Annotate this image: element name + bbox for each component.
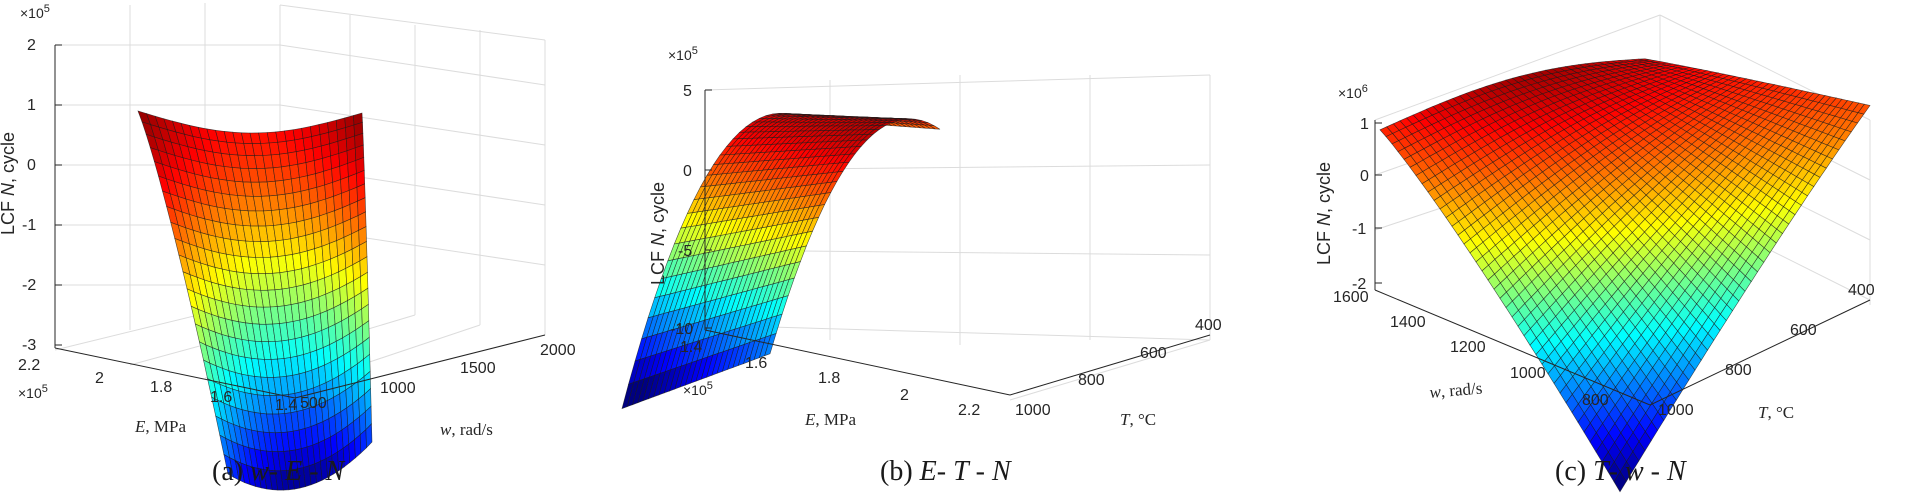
panel-c-zmultiplier: ×106: [1338, 83, 1368, 101]
panel-c: 1 0 -1 -2 ×106 LCF N, cycle 1600 1400 12…: [1314, 14, 1875, 493]
panel-c-axes: [1374, 120, 1871, 406]
panel-b-ztick-0: 0: [683, 163, 692, 180]
surface-cell: [317, 198, 328, 217]
surface-cell: [305, 160, 316, 177]
panel-b-ztick-m10: -10: [670, 321, 693, 338]
panel-a-xtick-2.2: 2.2: [18, 357, 40, 374]
panel-a-zlabel: LCF N, cycle: [0, 132, 18, 235]
surface-cell: [312, 145, 323, 161]
panel-a-xtick-1.6: 1.6: [210, 389, 232, 406]
panel-c-ztick-m2: -2: [1352, 276, 1366, 293]
panel-c-ytick-800: 800: [1725, 362, 1752, 379]
panel-c-ztick-1: 1: [1360, 116, 1369, 133]
surface-cell: [292, 127, 304, 141]
surface-cell: [316, 184, 327, 202]
panel-b-xmultiplier: ×105: [683, 380, 713, 398]
surface-cell: [315, 171, 326, 188]
panel-a-xmultiplier: ×105: [18, 383, 48, 401]
panel-a-xtick-1.4: 1.4: [275, 397, 297, 414]
panel-a-ytick-2000: 2000: [540, 342, 576, 359]
panel-a-surface: [137, 110, 373, 491]
panel-c-xtick-1200: 1200: [1450, 339, 1486, 356]
surface-cell: [322, 258, 332, 279]
surface-cell: [295, 149, 307, 165]
panel-a-ztick-1: 1: [27, 97, 36, 114]
panel-a-xlabel: E, MPa: [134, 417, 186, 436]
surface-cell: [325, 290, 335, 312]
surface-cell: [313, 158, 324, 175]
panel-c-ylabel: T, °C: [1758, 403, 1794, 422]
surface-cell: [307, 173, 318, 190]
panel-a-ztick-2: 2: [27, 37, 36, 54]
surface-cell: [764, 333, 777, 357]
panel-c-caption: (c) T- w - N: [1555, 456, 1687, 487]
panel-a-ytick-1000: 1000: [380, 380, 416, 397]
panel-c-xtick-800: 800: [1582, 392, 1609, 409]
panel-b-ytick-800: 800: [1078, 372, 1105, 389]
panel-b-ytick-600: 600: [1140, 345, 1167, 362]
panel-b-ztick-5: 5: [683, 83, 692, 100]
panel-b-ylabel: T, °C: [1120, 410, 1156, 429]
panel-b-xtick-2.2: 2.2: [958, 402, 980, 419]
panel-a-axes: [54, 44, 546, 399]
panel-b-ztick-m5: -5: [678, 243, 692, 260]
panel-c-surface: [1379, 58, 1871, 493]
panel-c-ytick-600: 600: [1790, 322, 1817, 339]
panel-c-ytick-1000: 1000: [1658, 402, 1694, 419]
panel-b-xtick-1.6: 1.6: [745, 355, 767, 372]
panel-b-xtick-1.4: 1.4: [680, 339, 702, 356]
panel-a-zmultiplier: ×105: [20, 3, 50, 21]
panel-b-surface: [621, 112, 941, 410]
panel-b-ytick-400: 400: [1195, 317, 1222, 334]
panel-b-zlabel: LCF N, cycle: [648, 182, 668, 285]
panel-b-caption: (b) E- T - N: [880, 456, 1012, 487]
panel-b-xlabel: E, MPa: [804, 410, 856, 429]
panel-c-zlabel: LCF N, cycle: [1314, 162, 1334, 265]
panel-b-xtick-1.8: 1.8: [818, 370, 840, 387]
panel-b-zmultiplier: ×105: [668, 45, 698, 63]
surface-cell: [319, 212, 329, 232]
panel-a-ytick-500: 500: [300, 395, 327, 412]
surface-cell: [1613, 471, 1627, 493]
surface-cell: [308, 186, 319, 205]
panel-a-ylabel: w, rad/s: [440, 420, 493, 439]
panel-c-xtick-1600: 1600: [1333, 289, 1369, 306]
panel-b-xtick-2: 2: [900, 387, 909, 404]
panel-a-ztick-0: 0: [27, 157, 36, 174]
panel-a-caption: (a) w- E - N: [212, 456, 346, 487]
panel-b-ytick-1000: 1000: [1015, 402, 1051, 419]
panel-c-ztick-0: 0: [1360, 168, 1369, 185]
surface-cell: [365, 423, 373, 449]
panel-c-xtick-1000: 1000: [1510, 365, 1546, 382]
surface-cell: [325, 195, 335, 214]
surface-cell: [304, 147, 315, 163]
panel-a-ztick-m3: -3: [22, 337, 36, 354]
panel-c-ytick-400: 400: [1848, 282, 1875, 299]
panel-a-xtick-2: 2: [95, 370, 104, 387]
panel-c-xlabel: w, rad/s: [1429, 378, 1483, 402]
surface-cell: [302, 136, 314, 151]
panel-c-xtick-1400: 1400: [1390, 314, 1426, 331]
panel-b-axes: [704, 89, 1211, 396]
panel-a-ytick-1500: 1500: [460, 360, 496, 377]
panel-c-ztick-m1: -1: [1352, 221, 1366, 238]
panel-b: 5 0 -5 -10 ×105 LCF N, cycle 1.4 1.6 1.8…: [621, 45, 1222, 487]
surface-cell: [320, 227, 330, 247]
panel-a: 2 1 0 -1 -2 -3 ×105 LCF N, cycle 2.2 2 1…: [0, 3, 576, 491]
panel-a-xtick-1.8: 1.8: [150, 379, 172, 396]
panel-a-ztick-m2: -2: [22, 277, 36, 294]
panel-a-ztick-m1: -1: [22, 217, 36, 234]
